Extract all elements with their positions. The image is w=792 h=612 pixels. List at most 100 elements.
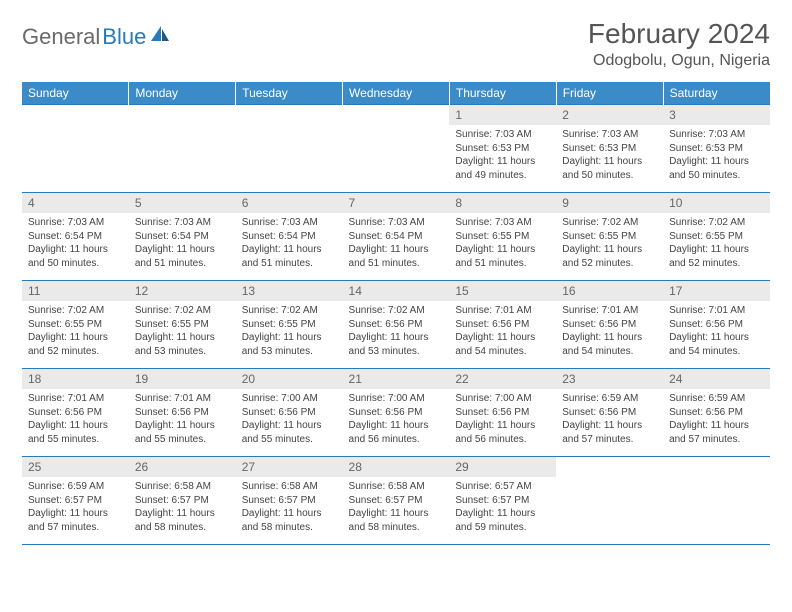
day-number: 17 (663, 281, 770, 301)
calendar-day-cell: 11Sunrise: 7:02 AMSunset: 6:55 PMDayligh… (22, 281, 129, 369)
calendar-day-cell: 4Sunrise: 7:03 AMSunset: 6:54 PMDaylight… (22, 193, 129, 281)
calendar-day-cell: 3Sunrise: 7:03 AMSunset: 6:53 PMDaylight… (663, 105, 770, 193)
location-text: Odogbolu, Ogun, Nigeria (588, 52, 770, 70)
calendar-header-row: SundayMondayTuesdayWednesdayThursdayFrid… (22, 82, 770, 105)
calendar-day-cell: 5Sunrise: 7:03 AMSunset: 6:54 PMDaylight… (129, 193, 236, 281)
day-details: Sunrise: 7:03 AMSunset: 6:54 PMDaylight:… (343, 213, 450, 272)
day-details: Sunrise: 7:01 AMSunset: 6:56 PMDaylight:… (22, 389, 129, 448)
calendar-day-cell: 12Sunrise: 7:02 AMSunset: 6:55 PMDayligh… (129, 281, 236, 369)
day-number: 4 (22, 193, 129, 213)
calendar-day-cell: 28Sunrise: 6:58 AMSunset: 6:57 PMDayligh… (343, 457, 450, 545)
weekday-header: Sunday (22, 82, 129, 105)
day-number: 25 (22, 457, 129, 477)
title-block: February 2024 Odogbolu, Ogun, Nigeria (588, 18, 770, 70)
calendar-day-cell: 8Sunrise: 7:03 AMSunset: 6:55 PMDaylight… (449, 193, 556, 281)
calendar-day-cell (129, 105, 236, 193)
day-details: Sunrise: 6:59 AMSunset: 6:57 PMDaylight:… (22, 477, 129, 536)
day-details: Sunrise: 6:57 AMSunset: 6:57 PMDaylight:… (449, 477, 556, 536)
calendar-day-cell: 7Sunrise: 7:03 AMSunset: 6:54 PMDaylight… (343, 193, 450, 281)
day-details: Sunrise: 7:03 AMSunset: 6:55 PMDaylight:… (449, 213, 556, 272)
day-number: 2 (556, 105, 663, 125)
calendar-day-cell: 14Sunrise: 7:02 AMSunset: 6:56 PMDayligh… (343, 281, 450, 369)
logo-sail-icon (150, 26, 170, 47)
day-details: Sunrise: 7:03 AMSunset: 6:54 PMDaylight:… (236, 213, 343, 272)
logo-text-2: Blue (102, 24, 146, 50)
day-details: Sunrise: 6:58 AMSunset: 6:57 PMDaylight:… (129, 477, 236, 536)
day-number: 22 (449, 369, 556, 389)
calendar-day-cell: 26Sunrise: 6:58 AMSunset: 6:57 PMDayligh… (129, 457, 236, 545)
calendar-day-cell: 9Sunrise: 7:02 AMSunset: 6:55 PMDaylight… (556, 193, 663, 281)
calendar-day-cell: 20Sunrise: 7:00 AMSunset: 6:56 PMDayligh… (236, 369, 343, 457)
day-number: 10 (663, 193, 770, 213)
day-details: Sunrise: 7:03 AMSunset: 6:54 PMDaylight:… (129, 213, 236, 272)
day-details: Sunrise: 6:58 AMSunset: 6:57 PMDaylight:… (343, 477, 450, 536)
calendar-day-cell: 21Sunrise: 7:00 AMSunset: 6:56 PMDayligh… (343, 369, 450, 457)
weekday-header: Tuesday (236, 82, 343, 105)
calendar-week-row: 11Sunrise: 7:02 AMSunset: 6:55 PMDayligh… (22, 281, 770, 369)
calendar-day-cell: 2Sunrise: 7:03 AMSunset: 6:53 PMDaylight… (556, 105, 663, 193)
day-details: Sunrise: 7:02 AMSunset: 6:55 PMDaylight:… (129, 301, 236, 360)
calendar-day-cell (556, 457, 663, 545)
day-number: 13 (236, 281, 343, 301)
day-details: Sunrise: 7:00 AMSunset: 6:56 PMDaylight:… (343, 389, 450, 448)
day-details: Sunrise: 7:02 AMSunset: 6:55 PMDaylight:… (663, 213, 770, 272)
day-number: 12 (129, 281, 236, 301)
day-details: Sunrise: 6:59 AMSunset: 6:56 PMDaylight:… (663, 389, 770, 448)
day-details: Sunrise: 6:59 AMSunset: 6:56 PMDaylight:… (556, 389, 663, 448)
day-number: 28 (343, 457, 450, 477)
day-number: 16 (556, 281, 663, 301)
calendar-day-cell: 25Sunrise: 6:59 AMSunset: 6:57 PMDayligh… (22, 457, 129, 545)
calendar-day-cell (663, 457, 770, 545)
day-details: Sunrise: 7:02 AMSunset: 6:55 PMDaylight:… (22, 301, 129, 360)
day-details: Sunrise: 7:00 AMSunset: 6:56 PMDaylight:… (236, 389, 343, 448)
weekday-header: Wednesday (343, 82, 450, 105)
day-details: Sunrise: 7:02 AMSunset: 6:55 PMDaylight:… (556, 213, 663, 272)
day-details: Sunrise: 7:01 AMSunset: 6:56 PMDaylight:… (556, 301, 663, 360)
day-details: Sunrise: 7:02 AMSunset: 6:56 PMDaylight:… (343, 301, 450, 360)
day-details: Sunrise: 6:58 AMSunset: 6:57 PMDaylight:… (236, 477, 343, 536)
calendar-day-cell: 6Sunrise: 7:03 AMSunset: 6:54 PMDaylight… (236, 193, 343, 281)
calendar-day-cell (236, 105, 343, 193)
day-number: 3 (663, 105, 770, 125)
calendar-week-row: 4Sunrise: 7:03 AMSunset: 6:54 PMDaylight… (22, 193, 770, 281)
weekday-header: Friday (556, 82, 663, 105)
calendar-week-row: 18Sunrise: 7:01 AMSunset: 6:56 PMDayligh… (22, 369, 770, 457)
logo: General Blue (22, 18, 170, 50)
day-number: 23 (556, 369, 663, 389)
day-number: 9 (556, 193, 663, 213)
day-number: 29 (449, 457, 556, 477)
calendar-day-cell: 10Sunrise: 7:02 AMSunset: 6:55 PMDayligh… (663, 193, 770, 281)
day-number: 1 (449, 105, 556, 125)
day-number: 19 (129, 369, 236, 389)
day-details: Sunrise: 7:00 AMSunset: 6:56 PMDaylight:… (449, 389, 556, 448)
calendar-table: SundayMondayTuesdayWednesdayThursdayFrid… (22, 82, 770, 545)
day-details: Sunrise: 7:01 AMSunset: 6:56 PMDaylight:… (663, 301, 770, 360)
day-details: Sunrise: 7:03 AMSunset: 6:54 PMDaylight:… (22, 213, 129, 272)
day-number: 5 (129, 193, 236, 213)
calendar-day-cell: 22Sunrise: 7:00 AMSunset: 6:56 PMDayligh… (449, 369, 556, 457)
month-title: February 2024 (588, 18, 770, 50)
day-number: 7 (343, 193, 450, 213)
day-details: Sunrise: 7:03 AMSunset: 6:53 PMDaylight:… (663, 125, 770, 184)
calendar-day-cell (343, 105, 450, 193)
day-number: 26 (129, 457, 236, 477)
calendar-day-cell: 17Sunrise: 7:01 AMSunset: 6:56 PMDayligh… (663, 281, 770, 369)
calendar-day-cell: 15Sunrise: 7:01 AMSunset: 6:56 PMDayligh… (449, 281, 556, 369)
day-details: Sunrise: 7:03 AMSunset: 6:53 PMDaylight:… (449, 125, 556, 184)
day-details: Sunrise: 7:01 AMSunset: 6:56 PMDaylight:… (449, 301, 556, 360)
day-number: 6 (236, 193, 343, 213)
day-details: Sunrise: 7:03 AMSunset: 6:53 PMDaylight:… (556, 125, 663, 184)
calendar-day-cell (22, 105, 129, 193)
day-details: Sunrise: 7:02 AMSunset: 6:55 PMDaylight:… (236, 301, 343, 360)
calendar-week-row: 1Sunrise: 7:03 AMSunset: 6:53 PMDaylight… (22, 105, 770, 193)
weekday-header: Saturday (663, 82, 770, 105)
logo-text-1: General (22, 24, 100, 50)
day-details: Sunrise: 7:01 AMSunset: 6:56 PMDaylight:… (129, 389, 236, 448)
calendar-day-cell: 19Sunrise: 7:01 AMSunset: 6:56 PMDayligh… (129, 369, 236, 457)
day-number: 11 (22, 281, 129, 301)
calendar-day-cell: 27Sunrise: 6:58 AMSunset: 6:57 PMDayligh… (236, 457, 343, 545)
day-number: 18 (22, 369, 129, 389)
calendar-day-cell: 24Sunrise: 6:59 AMSunset: 6:56 PMDayligh… (663, 369, 770, 457)
day-number: 21 (343, 369, 450, 389)
weekday-header: Monday (129, 82, 236, 105)
